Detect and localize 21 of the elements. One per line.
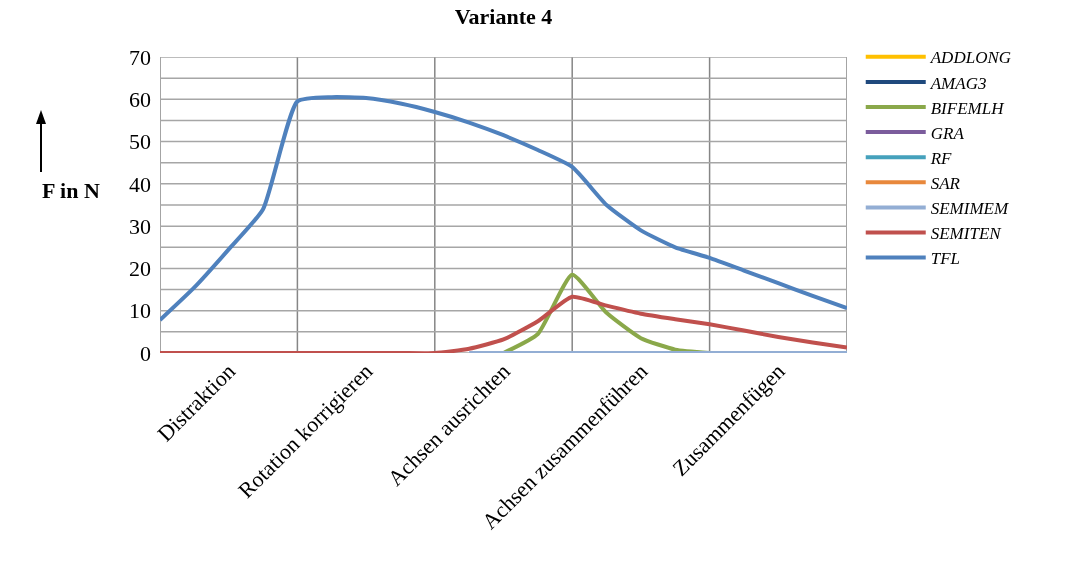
y-tick-label: 10 bbox=[129, 298, 151, 324]
legend-label: GRA bbox=[930, 123, 965, 143]
legend-label: SEMIMEM bbox=[930, 199, 1009, 219]
chart-title: Variante 4 bbox=[454, 3, 553, 29]
legend-label: SEMITEN bbox=[930, 224, 1003, 244]
legend-label: BIFEMLH bbox=[930, 98, 1006, 118]
y-tick-label: 70 bbox=[129, 44, 151, 70]
legend-label: AMAG3 bbox=[929, 73, 987, 93]
legend-label: SAR bbox=[930, 173, 961, 193]
line-series bbox=[160, 95, 847, 323]
y-tick-label: 20 bbox=[129, 256, 151, 282]
y-tick-label: 50 bbox=[129, 129, 151, 155]
y-tick-label: 30 bbox=[129, 213, 151, 239]
y-tick-label: 0 bbox=[140, 340, 151, 366]
y-tick-label: 40 bbox=[129, 171, 151, 197]
y-tick-label: 60 bbox=[129, 86, 151, 112]
line-series bbox=[160, 294, 847, 353]
legend-label: ADDLONG bbox=[929, 48, 1012, 68]
legend-label: TFL bbox=[930, 249, 961, 269]
legend-label: RF bbox=[929, 148, 953, 168]
y-axis-title: F in N bbox=[42, 178, 100, 203]
